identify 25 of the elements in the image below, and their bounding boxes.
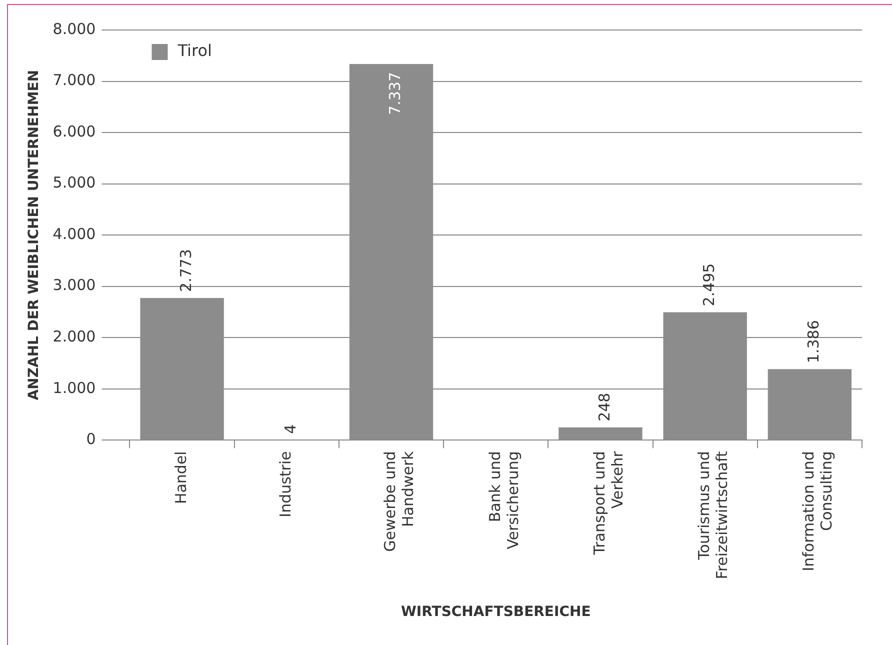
- x-tick-label: Information und Consulting: [800, 451, 836, 572]
- y-tick-label: 3.000: [52, 276, 96, 294]
- y-tick-label: 1.000: [52, 378, 96, 397]
- y-tick-label: 4.000: [52, 224, 96, 243]
- x-tick-label: Transport und Verkehr: [590, 450, 626, 556]
- x-tick-label: Bank und Versicherung: [486, 451, 522, 550]
- data-label: 2.495: [700, 263, 718, 306]
- legend-label: Tirol: [176, 41, 212, 60]
- x-axis-title: WIRTSCHAFTSBEREICHE: [400, 604, 591, 620]
- y-tick-label: 2.000: [52, 327, 96, 346]
- y-tick-label: 8.000: [52, 20, 96, 38]
- data-label: 7.337: [386, 72, 404, 115]
- x-tick-label: Tourismus und Freizeitwirtschaft: [694, 451, 731, 580]
- x-tick-label: Gewerbe und Handwerk: [381, 450, 418, 552]
- y-tick-label: 0: [86, 430, 96, 448]
- x-tick-label: Handel: [172, 451, 190, 504]
- y-axis-title: ANZAHL DER WEIBLICHEN UNTERNEHMEN: [26, 70, 42, 400]
- y-tick-label: 7.000: [52, 71, 96, 90]
- y-tick-label: 5.000: [52, 174, 96, 192]
- data-label: 2.773: [176, 249, 195, 292]
- data-label: 248: [595, 392, 614, 422]
- data-label: 1.386: [804, 320, 823, 364]
- data-label: 4: [282, 424, 300, 434]
- x-tick-label: Industrie: [276, 451, 295, 518]
- y-tick-label: 6.000: [52, 122, 96, 140]
